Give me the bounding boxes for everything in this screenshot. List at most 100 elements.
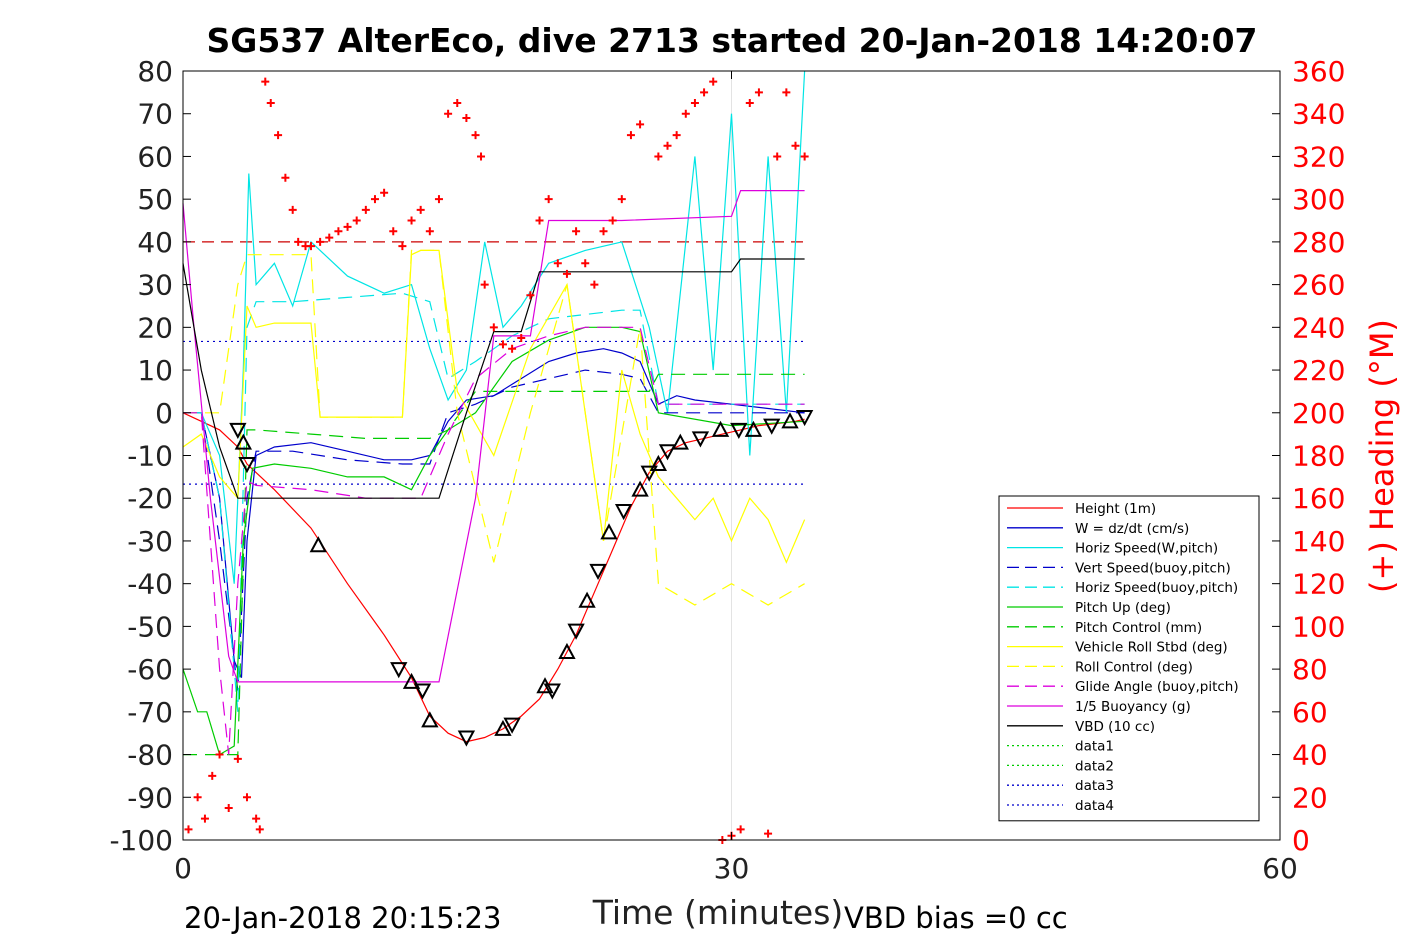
profile-marker [763,418,781,435]
heading-point [288,205,297,214]
right-tick-label: 360 [1292,55,1345,88]
heading-point [526,291,535,300]
heading-point [380,188,389,197]
heading-point [425,227,434,236]
legend-label: Pitch Up (deg) [1075,600,1171,616]
right-tick-label: 80 [1292,653,1328,686]
heading-point [389,227,398,236]
heading-point [736,825,745,834]
heading-point [453,99,462,108]
heading-point [208,771,217,780]
heading-point [462,113,471,122]
series-line-2 [183,70,806,584]
heading-point [252,814,261,823]
x-axis-label: Time (minutes) [592,893,844,932]
heading-point [626,131,635,140]
profile-marker [711,420,730,437]
left-tick-label: 10 [137,354,173,387]
heading-point [398,242,407,251]
right-tick-label: 320 [1292,140,1345,173]
right-tick-label: 160 [1292,482,1345,515]
profile-marker [543,683,561,700]
heading-point [444,109,453,118]
right-tick-label: 180 [1292,440,1345,473]
profile-marker [413,683,432,700]
profile-marker [390,662,408,679]
heading-point [294,237,303,246]
reference-lines [183,241,805,485]
heading-point [471,131,480,140]
right-axis-label: (+) Heading (°M) [1363,319,1401,593]
x-tick-label: 30 [714,852,750,885]
series-lines [182,70,806,756]
heading-point [200,814,209,823]
profile-marker [600,523,618,540]
heading-point [764,829,773,838]
profile-marker [309,536,327,553]
heading-point [690,99,699,108]
left-tick-label: -50 [127,610,173,643]
footer-timestamp: 20-Jan-2018 20:15:23 [184,901,501,935]
heading-point [274,131,283,140]
series-line-4 [183,292,805,712]
left-tick-label: -70 [127,696,173,729]
heading-point [654,152,663,161]
left-tick-label: -20 [127,482,173,515]
left-tick-label: 50 [137,183,173,216]
footer-vbd-bias: VBD bias =0 cc [844,901,1068,935]
series-line-5 [182,326,805,756]
profile-marker [658,444,677,461]
heading-point [407,216,416,225]
heading-point [782,88,791,97]
profile-marker [402,672,421,689]
chart-title: SG537 AlterEco, dive 2713 started 20-Jan… [206,21,1257,60]
heading-point [352,216,361,225]
heading-point [224,803,233,812]
heading-point [581,259,590,268]
left-tick-label: -30 [127,525,173,558]
heading-point [343,222,352,231]
profile-marker [781,412,799,429]
heading-point [434,195,443,204]
legend-label: Pitch Control (mm) [1075,620,1202,636]
heading-point [517,334,526,343]
heading-point [316,237,325,246]
profile-marker [730,422,748,439]
heading-point [608,216,617,225]
left-tick-label: -80 [127,739,173,772]
left-tick-label: 0 [155,397,173,430]
heading-point [184,825,193,834]
heading-point [233,754,242,763]
heading-point [193,793,202,802]
heading-point [663,141,672,150]
heading-point [773,152,782,161]
legend-label: Height (1m) [1075,501,1156,517]
right-tick-label: 260 [1292,269,1345,302]
legend-label: data1 [1075,739,1114,755]
legend-label: Horiz Speed(buoy,pitch) [1075,580,1238,596]
heading-markers [184,77,809,844]
left-tick-label: 60 [137,140,173,173]
heading-point [590,280,599,289]
heading-point [553,259,562,268]
right-tick-label: 140 [1292,525,1345,558]
right-tick-label: 120 [1292,568,1345,601]
profile-marker [457,730,476,747]
legend-box [998,495,1260,822]
heading-point [535,216,544,225]
profile-marker [795,410,814,427]
series-line-8 [183,249,805,606]
heading-point [700,88,709,97]
profile-marker [536,677,554,694]
heading-point [281,173,290,182]
profile-marker [671,433,689,450]
right-tick-label: 280 [1292,226,1345,259]
right-tick-label: 300 [1292,183,1345,216]
heading-point [681,109,690,118]
profile-marker [238,457,256,474]
profile-marker [567,623,585,640]
heading-point [370,195,379,204]
profile-marker [744,420,763,437]
profile-marker [558,642,576,660]
